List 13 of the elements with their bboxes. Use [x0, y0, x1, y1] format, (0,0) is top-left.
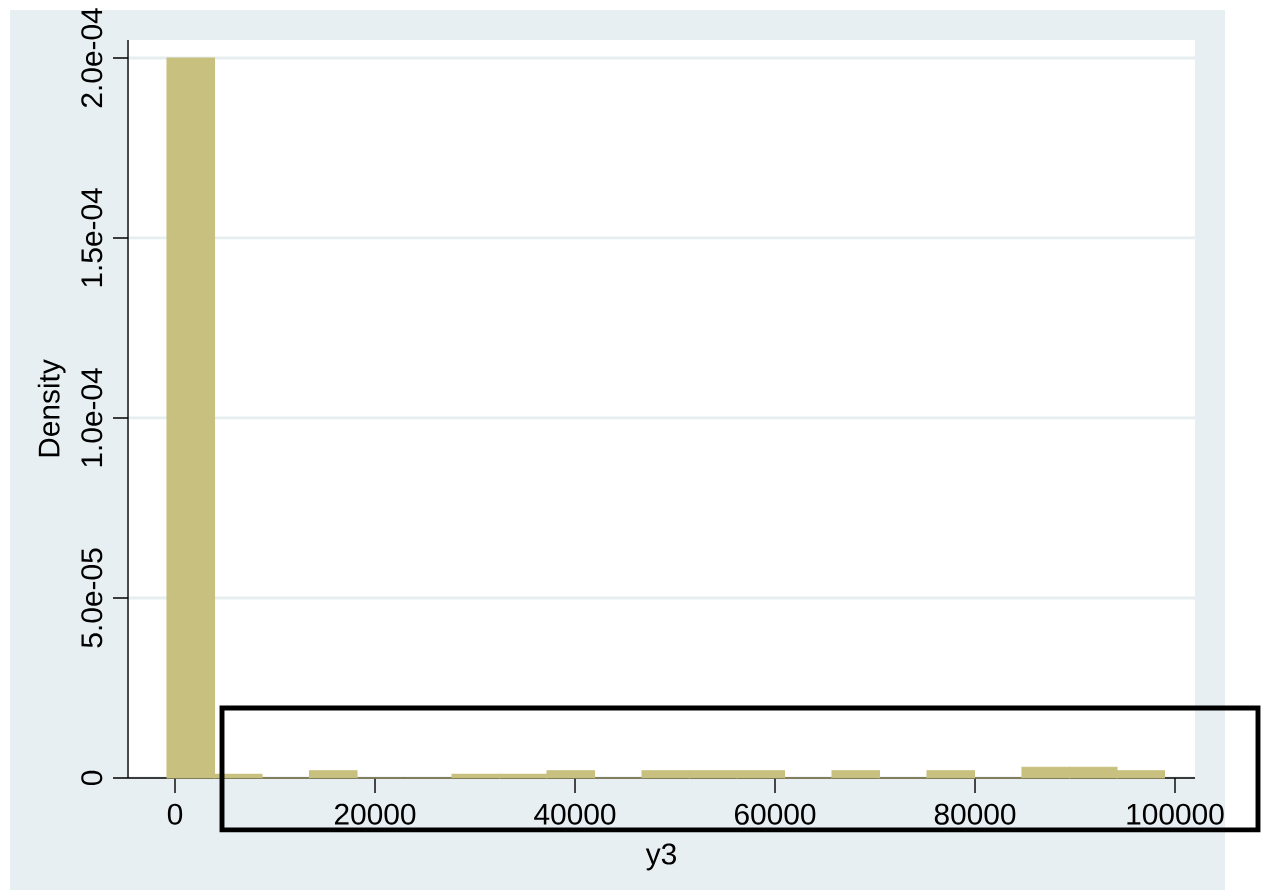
x-tick-label: 80000	[934, 803, 1016, 825]
y-tick-label: 0	[81, 770, 103, 786]
x-tick-label: 60000	[735, 803, 816, 825]
y-tick-label: 2.0e-04	[81, 8, 103, 108]
x-tick-label: 20000	[334, 803, 416, 825]
x-tick-label: 0	[167, 803, 183, 825]
y-axis-title: Density	[37, 359, 66, 457]
y-tick-label: 1.5e-04	[81, 188, 103, 287]
x-tick-label: 100000	[1127, 803, 1224, 825]
x-axis-title: y3	[645, 843, 676, 871]
y-tick-label: 1.0e-04	[81, 368, 103, 467]
y-tick-label: 5.0e-05	[81, 548, 103, 648]
x-tick-label: 40000	[534, 803, 616, 825]
